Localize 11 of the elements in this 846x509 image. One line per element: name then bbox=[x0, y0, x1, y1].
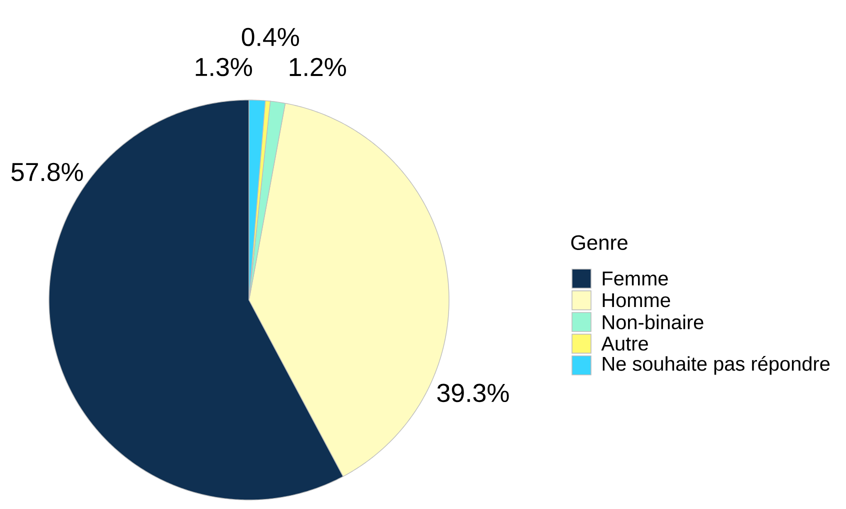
data-label: 1.3% bbox=[196, 58, 252, 76]
legend-label: Autre bbox=[601, 336, 648, 351]
data-label: 39.3% bbox=[437, 384, 509, 402]
legend-title: Genre bbox=[571, 235, 628, 250]
data-label: 0.4% bbox=[242, 28, 299, 46]
legend-label: Ne souhaite pas répondre bbox=[602, 356, 830, 375]
data-label: 57.8% bbox=[11, 162, 83, 182]
legend-label: Femme bbox=[602, 272, 668, 286]
legend-label: Non-binaire bbox=[602, 314, 704, 330]
data-label: 1.2% bbox=[290, 58, 346, 76]
legend-label: Homme bbox=[602, 293, 670, 308]
